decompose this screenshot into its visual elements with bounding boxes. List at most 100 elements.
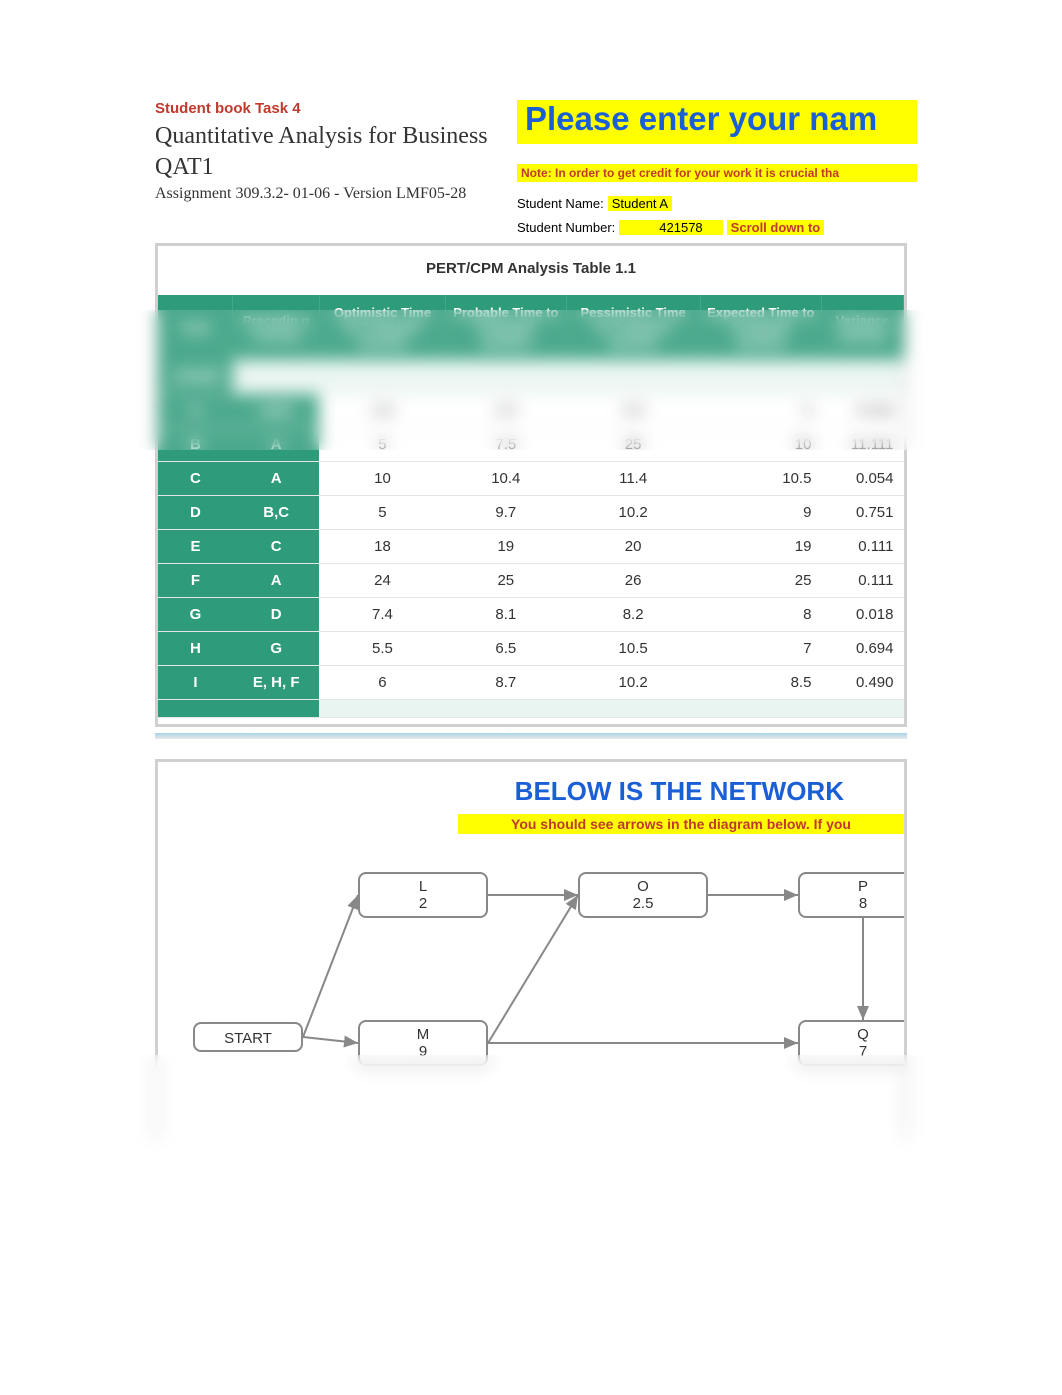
network-edge [303, 895, 358, 1037]
table-title: PERT/CPM Analysis Table 1.1 [158, 246, 904, 295]
pert-table: TaskPrecedin g ActivityOptimistic Time t… [158, 295, 904, 718]
table-cell: 9 [700, 496, 821, 530]
table-cell: 25 [700, 564, 821, 598]
student-name-row: Student Name: Student A [517, 196, 672, 211]
table-row: Astart2.82.93.630.018 [158, 394, 904, 428]
empty-cell [700, 360, 821, 394]
table-cell: C [233, 530, 320, 564]
table-cell: 6.5 [446, 632, 567, 666]
table-cell: 5 [319, 496, 445, 530]
table-cell: D [233, 598, 320, 632]
table-cell: E, H, F [233, 666, 320, 700]
table-body: STARTAstart2.82.93.630.018BA57.5251011.1… [158, 360, 904, 718]
table-header-cell: Probable Time to Complete (weeks) [446, 295, 567, 360]
name-banner: Please enter your nam [517, 100, 917, 144]
divider-bar [155, 733, 907, 739]
table-cell: 0.111 [821, 564, 903, 598]
table-cell: 10 [700, 428, 821, 462]
network-container: BELOW IS THE NETWORK You should see arro… [155, 759, 907, 1139]
network-node-start: START [193, 1022, 303, 1052]
table-cell: 0.490 [821, 666, 903, 700]
table-row: EC181920190.111 [158, 530, 904, 564]
table-cell: 10.5 [700, 462, 821, 496]
table-cell: 24 [319, 564, 445, 598]
table-row: BA57.5251011.111 [158, 428, 904, 462]
table-cell: E [158, 530, 233, 564]
table-cell: 19 [700, 530, 821, 564]
student-name-value: Student A [608, 196, 672, 211]
table-cell: 0.751 [821, 496, 903, 530]
table-header-cell: Expected Time to Complete (weeks) [700, 295, 821, 360]
table-cell: 2.8 [319, 394, 445, 428]
table-cell: 10.2 [566, 666, 700, 700]
table-cell: 5 [319, 428, 445, 462]
student-name-label: Student Name: [517, 196, 604, 211]
network-edge [303, 1037, 358, 1043]
table-cell: 18 [319, 530, 445, 564]
table-cell: 7 [700, 632, 821, 666]
table-start-row: START [158, 360, 904, 394]
table-cell: H [158, 632, 233, 666]
table-cell: 25 [446, 564, 567, 598]
table-cell: 11.111 [821, 428, 903, 462]
table-cell: 8.1 [446, 598, 567, 632]
empty-cell [233, 360, 320, 394]
scroll-down-hint: Scroll down to [727, 220, 825, 235]
empty-cell [319, 360, 445, 394]
network-node-l: L2 [358, 872, 488, 918]
table-cell: 7.4 [319, 598, 445, 632]
empty-cell [821, 360, 903, 394]
table-cell: C [158, 462, 233, 496]
table-cell: 6 [319, 666, 445, 700]
table-header-cell: Task [158, 295, 233, 360]
table-cell: 3 [700, 394, 821, 428]
table-cell: 25 [566, 428, 700, 462]
network-title: BELOW IS THE NETWORK [158, 776, 904, 807]
network-edge [488, 895, 578, 1043]
start-cell: START [158, 360, 233, 394]
empty-cell [446, 360, 567, 394]
student-number-label: Student Number: [517, 220, 615, 235]
table-cell: D [158, 496, 233, 530]
student-number-value: 421578 [619, 220, 722, 235]
table-cell: 8.7 [446, 666, 567, 700]
table-cell: start [233, 394, 320, 428]
table-header-cell: Variance (weeks) [821, 295, 903, 360]
table-cell: 0.111 [821, 530, 903, 564]
table-cell: 19 [446, 530, 567, 564]
student-number-row: Student Number: 421578 Scroll down to [517, 220, 824, 235]
table-cell: G [233, 632, 320, 666]
table-cell: 8 [700, 598, 821, 632]
table-cell: 0.054 [821, 462, 903, 496]
network-note: You should see arrows in the diagram bel… [458, 814, 904, 834]
table-row: HG5.56.510.570.694 [158, 632, 904, 666]
table-cell: 9.7 [446, 496, 567, 530]
table-cell: B [158, 428, 233, 462]
table-cell: 20 [566, 530, 700, 564]
table-cell: A [233, 428, 320, 462]
table-cell: 0.018 [821, 598, 903, 632]
table-header-cell: Precedin g Activity [233, 295, 320, 360]
table-row: GD7.48.18.280.018 [158, 598, 904, 632]
table-cell: 11.4 [566, 462, 700, 496]
table-cell: 10 [319, 462, 445, 496]
table-cell: 2.9 [446, 394, 567, 428]
table-row: CA1010.411.410.50.054 [158, 462, 904, 496]
table-cell: 8.2 [566, 598, 700, 632]
table-row: DB,C59.710.290.751 [158, 496, 904, 530]
table-cell: F [158, 564, 233, 598]
network-node-m: M9 [358, 1020, 488, 1066]
table-cell: 7.5 [446, 428, 567, 462]
table-cell: 10.4 [446, 462, 567, 496]
table-cell: I [158, 666, 233, 700]
table-header-cell: Optimistic Time to Complete (weeks) [319, 295, 445, 360]
network-node-q: Q7 [798, 1020, 907, 1066]
network-node-p: P8 [798, 872, 907, 918]
table-cell: 26 [566, 564, 700, 598]
table-cell: 8.5 [700, 666, 821, 700]
pert-table-container: PERT/CPM Analysis Table 1.1 TaskPrecedin… [155, 243, 907, 727]
table-header-cell: Pessimistic Time to Complete (weeks) [566, 295, 700, 360]
table-row: FA242526250.111 [158, 564, 904, 598]
network-node-o: O2.5 [578, 872, 708, 918]
table-cell: B,C [233, 496, 320, 530]
